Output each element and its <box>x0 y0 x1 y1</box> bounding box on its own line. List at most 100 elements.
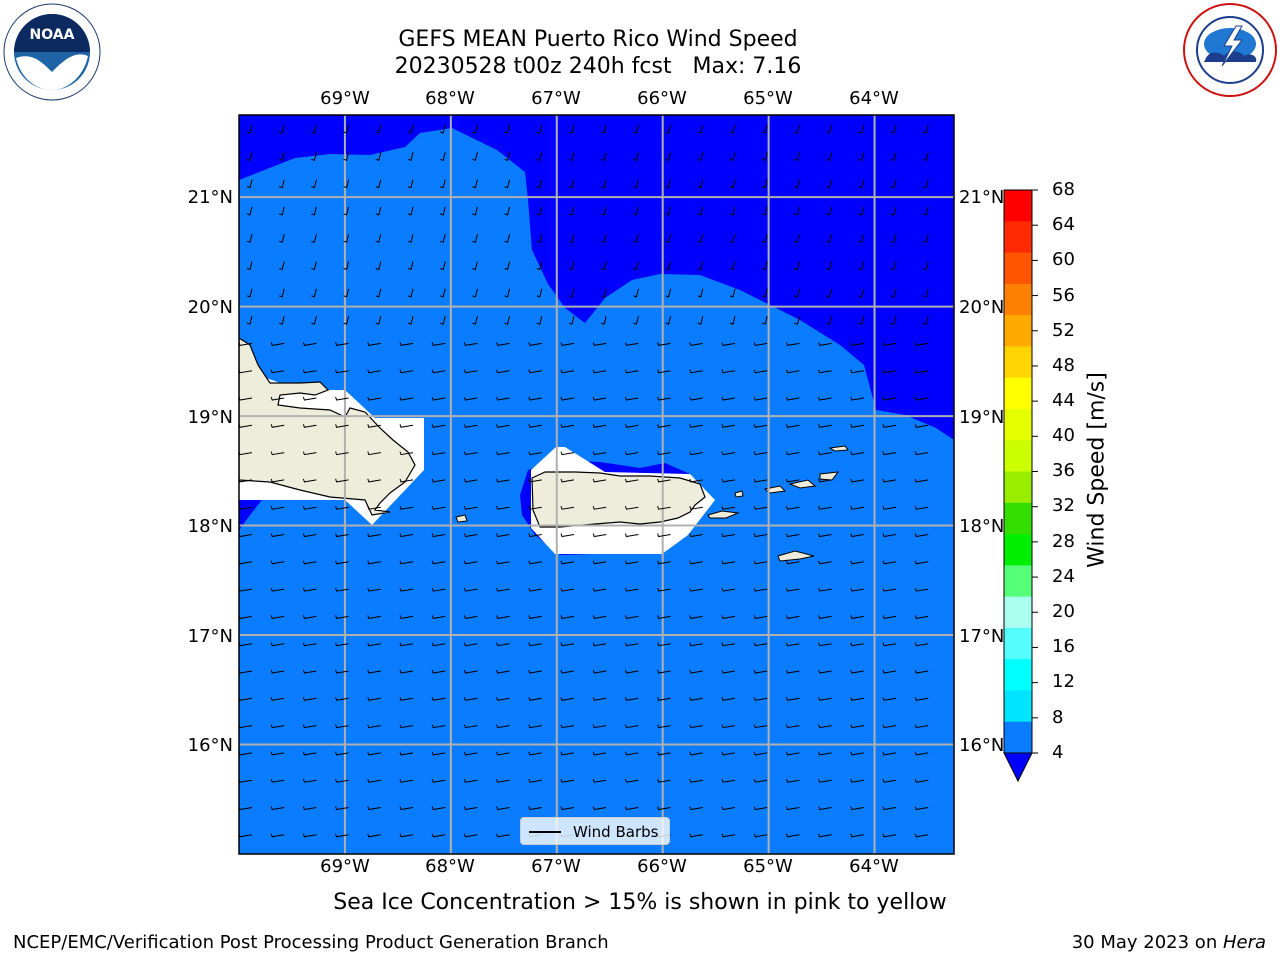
wind-barb <box>794 179 800 189</box>
wind-barb <box>882 833 897 838</box>
wind-barb <box>528 478 542 483</box>
virgin-islands-land <box>828 445 849 452</box>
wind-barb <box>753 587 768 592</box>
wind-barb <box>890 124 897 134</box>
wind-barb <box>914 751 929 756</box>
wind-barb <box>753 478 768 483</box>
wind-barb <box>882 642 897 647</box>
wind-barb <box>472 179 478 189</box>
wind-barb <box>496 751 510 756</box>
wind-barb <box>431 779 446 783</box>
colorbar-tick-4: 4 <box>1052 742 1064 763</box>
wind-barb <box>850 478 864 483</box>
wind-barb <box>496 669 510 674</box>
wind-barb <box>818 642 832 647</box>
wind-barb <box>785 779 800 783</box>
wind-barb <box>858 206 865 216</box>
wind-barb <box>721 342 736 346</box>
wind-barb <box>496 396 510 401</box>
wind-barb <box>689 533 703 538</box>
lat-label-left-16n: 16°N <box>187 735 233 756</box>
colorbar-swatch <box>1004 346 1032 379</box>
wind-barb <box>923 315 929 325</box>
nws-logo <box>1180 0 1280 100</box>
wind-barb <box>431 451 446 456</box>
wind-barb <box>407 179 414 189</box>
wind-barb <box>697 315 704 325</box>
wind-barb <box>624 751 639 756</box>
colorbar-swatch <box>1004 190 1032 222</box>
wind-barb <box>689 424 703 428</box>
wind-barb <box>818 779 832 783</box>
wind-barb <box>560 342 575 346</box>
wind-barb <box>560 615 575 619</box>
wind-barb <box>270 751 285 756</box>
wind-barb <box>785 697 800 701</box>
wind-barb <box>367 724 381 729</box>
wind-barb <box>592 396 607 401</box>
wind-barb <box>536 152 543 161</box>
wind-barb <box>624 806 639 811</box>
wind-barb <box>463 697 478 701</box>
wind-barb <box>279 261 285 271</box>
wind-barb <box>882 587 897 592</box>
wind-barb <box>633 124 639 134</box>
wind-barb <box>914 342 929 346</box>
wind-barb <box>504 234 511 243</box>
colorbar-tick-68: 68 <box>1052 179 1075 200</box>
wind-barb <box>721 779 736 783</box>
wind-barb <box>914 615 929 619</box>
wind-barb <box>463 451 478 456</box>
wind-barb <box>850 806 864 811</box>
wind-barb <box>431 615 446 619</box>
wind-barb <box>657 587 671 592</box>
mona-island-land <box>455 514 468 523</box>
wind-barb <box>923 179 929 189</box>
wind-barb <box>689 806 703 811</box>
wind-barb <box>302 697 317 701</box>
wind-barb <box>302 833 317 838</box>
wind-barb <box>528 533 542 538</box>
wind-barb <box>335 451 349 456</box>
wind-barb <box>882 806 897 811</box>
wind-barb <box>914 697 929 701</box>
wind-barb <box>601 152 607 161</box>
wind-barb <box>697 288 704 298</box>
wind-barb <box>399 587 414 592</box>
wind-barb <box>343 261 350 271</box>
wind-barb <box>624 533 639 538</box>
wind-barb <box>367 615 381 619</box>
wind-barb <box>270 833 285 838</box>
map-area <box>239 115 954 854</box>
wind-barb <box>753 369 768 374</box>
wind-barb <box>850 424 864 428</box>
wind-barb <box>463 506 478 510</box>
wind-barb <box>624 615 639 619</box>
wind-barb <box>753 751 768 756</box>
wind-barb <box>657 642 671 647</box>
wind-barb <box>592 615 607 619</box>
wind-barb <box>633 179 639 189</box>
wind-barb <box>472 315 478 325</box>
wind-barb <box>657 779 671 783</box>
wind-barb <box>302 396 317 401</box>
colorbar <box>1003 189 1038 783</box>
wind-barb <box>624 369 639 374</box>
credit-date-text: 30 May 2023 on <box>1071 932 1223 953</box>
wind-barb <box>818 342 832 346</box>
wind-barb <box>302 478 317 483</box>
colorbar-tick-24: 24 <box>1052 566 1075 587</box>
wind-barb <box>882 342 897 346</box>
wind-barb <box>399 779 414 783</box>
wind-barb <box>496 587 510 592</box>
wind-barb <box>850 451 864 456</box>
wind-barb <box>302 342 317 346</box>
wind-barb <box>311 315 317 325</box>
colorbar-tick-44: 44 <box>1052 390 1075 411</box>
wind-barb <box>729 124 736 134</box>
wind-barb <box>343 234 350 243</box>
wind-barb <box>601 234 607 243</box>
wind-barb <box>311 234 317 243</box>
wind-barb <box>270 697 285 701</box>
wind-barb <box>624 724 639 729</box>
